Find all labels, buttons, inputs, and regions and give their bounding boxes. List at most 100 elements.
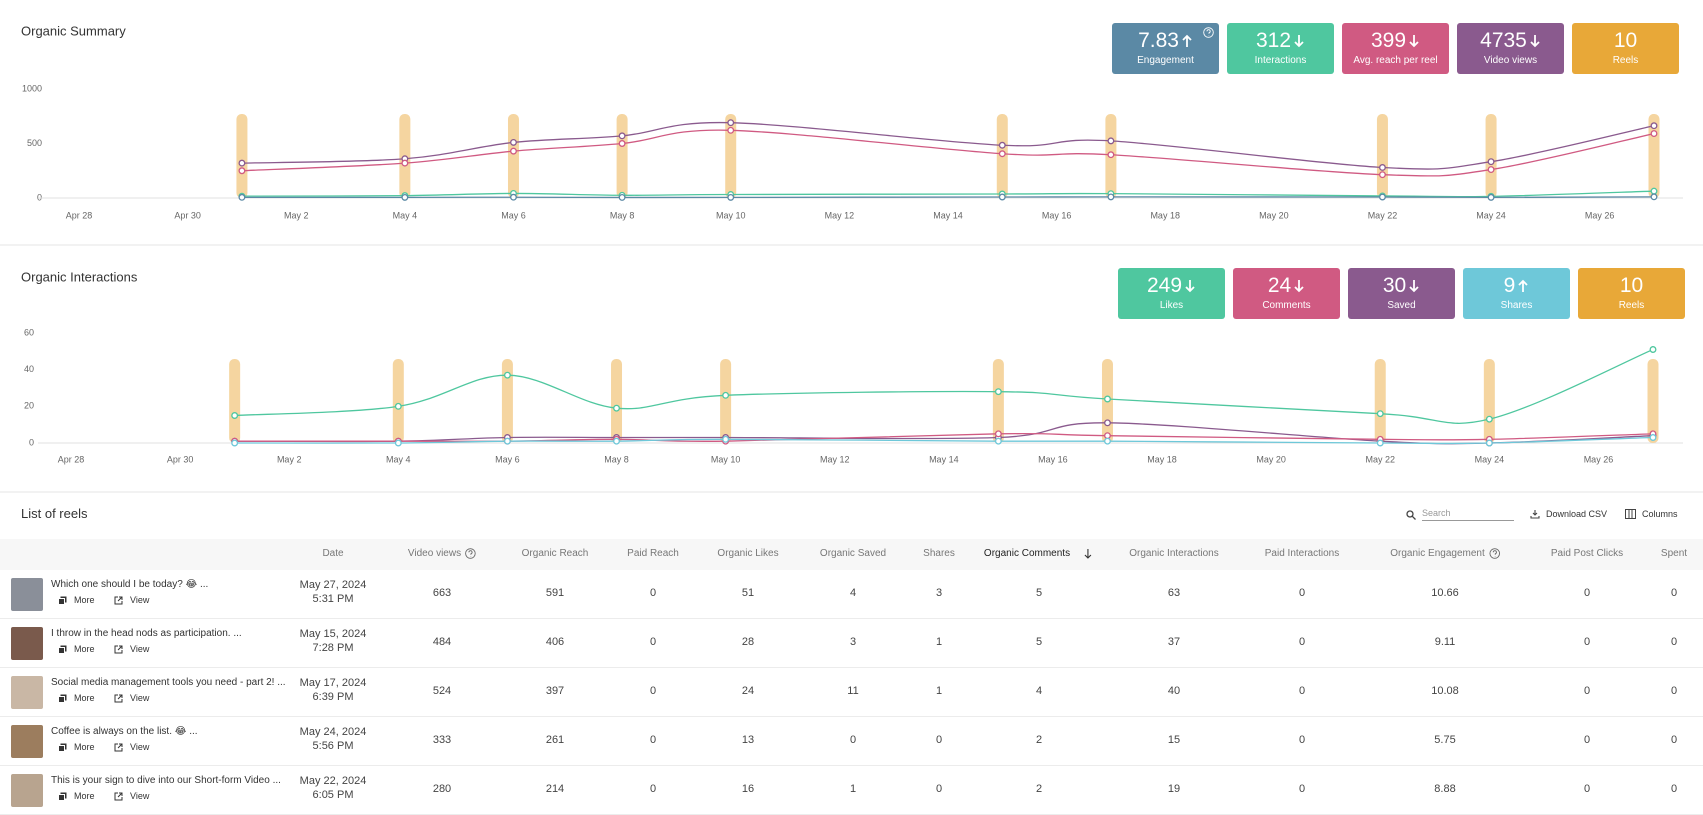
- help-icon[interactable]: [465, 548, 476, 559]
- date-cell: May 27, 2024 5:31 PM: [300, 578, 367, 606]
- download-icon: [1530, 510, 1540, 519]
- kpi-card[interactable]: 9 Shares: [1463, 268, 1570, 319]
- column-header[interactable]: Video views: [408, 548, 476, 559]
- column-label: Date: [322, 548, 344, 559]
- kpi-card[interactable]: 30 Saved: [1348, 268, 1455, 319]
- search-placeholder: Search: [1422, 508, 1514, 521]
- column-header[interactable]: Date: [322, 548, 343, 559]
- trend-arrow: [1294, 35, 1304, 48]
- data-point: [503, 371, 511, 379]
- search-box[interactable]: Search: [1406, 508, 1514, 521]
- column-header[interactable]: Shares: [923, 548, 955, 559]
- reel-title[interactable]: I throw in the head nods as participatio…: [51, 628, 242, 639]
- data-point: [1107, 151, 1115, 159]
- data-point: [1487, 193, 1495, 201]
- reel-marker: [1485, 114, 1497, 198]
- table-cell: 0: [1298, 783, 1306, 795]
- reel-action[interactable]: View: [114, 693, 149, 703]
- action-icon: [58, 792, 67, 801]
- help-icon[interactable]: [1203, 27, 1214, 38]
- time: 5:31 PM: [312, 593, 354, 605]
- reel-action[interactable]: More: [58, 742, 95, 752]
- reel-action[interactable]: View: [114, 644, 149, 654]
- help-icon[interactable]: [1489, 548, 1500, 559]
- column-header[interactable]: Paid Interactions: [1265, 548, 1340, 559]
- reel-title[interactable]: This is your sign to dive into our Short…: [51, 775, 281, 786]
- kpi-card[interactable]: 312 Interactions: [1227, 23, 1334, 74]
- data-point: [998, 141, 1006, 149]
- series-line: [241, 121, 1655, 170]
- x-tick-label: May 22: [1365, 454, 1395, 464]
- column-header[interactable]: Spent: [1661, 548, 1687, 559]
- x-tick-label: May 16: [1042, 210, 1072, 220]
- kpi-label: Reels: [1618, 300, 1645, 311]
- series-line: [241, 196, 1655, 199]
- help-mark: [1492, 550, 1497, 557]
- reel-action[interactable]: More: [58, 693, 95, 703]
- reel-title[interactable]: Social media management tools you need -…: [51, 677, 286, 688]
- column-header[interactable]: Organic Comments: [984, 548, 1094, 559]
- data-point: [238, 167, 246, 175]
- time: 5:56 PM: [312, 740, 354, 752]
- reel-marker: [616, 114, 628, 198]
- data-point: [613, 404, 620, 412]
- reel-title[interactable]: Coffee is always on the list. 😂 ...: [51, 726, 198, 737]
- column-header[interactable]: Organic Likes: [717, 548, 778, 559]
- arrow-shape: [1182, 34, 1192, 47]
- reel-marker: [236, 114, 248, 198]
- table-cell: 1: [849, 783, 857, 795]
- kpi-card[interactable]: 10 Reels: [1578, 268, 1685, 319]
- x-tick-label: May 18: [1150, 210, 1180, 220]
- column-header[interactable]: Paid Post Clicks: [1551, 548, 1623, 559]
- reel-action[interactable]: View: [114, 791, 149, 801]
- table-cell: 0: [1670, 685, 1678, 697]
- kpi-card[interactable]: 7.83 Engagement: [1112, 23, 1219, 74]
- columns-button[interactable]: Columns: [1625, 509, 1678, 519]
- kpi-card[interactable]: 249 Likes: [1118, 268, 1225, 319]
- kpi-card[interactable]: 10 Reels: [1572, 23, 1679, 74]
- help-mark: [1206, 29, 1211, 36]
- download-button[interactable]: Download CSV: [1530, 509, 1607, 519]
- kpi-card[interactable]: 399 Avg. reach per reel: [1342, 23, 1449, 74]
- data-point: [722, 391, 730, 399]
- data-point: [231, 412, 239, 419]
- reel-action[interactable]: More: [58, 791, 95, 801]
- icon-shape: [114, 792, 123, 800]
- column-header[interactable]: Organic Interactions: [1129, 548, 1219, 559]
- kpi-card[interactable]: 4735 Video views: [1457, 23, 1564, 74]
- sort-arrow[interactable]: [1074, 548, 1094, 559]
- kpi-card[interactable]: 24 Comments: [1233, 268, 1340, 319]
- data-point: [1650, 187, 1658, 195]
- reel-action[interactable]: View: [114, 595, 149, 605]
- y-tick-label: 0: [29, 437, 34, 447]
- date-cell: May 17, 2024 6:39 PM: [300, 676, 367, 704]
- data-point: [1104, 437, 1111, 445]
- table-cell: 0: [1583, 734, 1591, 746]
- series-line: [241, 190, 1655, 198]
- table-header-bg: [0, 539, 1703, 570]
- action-label: More: [74, 644, 95, 654]
- columns-label: Columns: [1642, 509, 1678, 519]
- date: May 27, 2024: [299, 579, 367, 591]
- kpi-label: Video views: [1483, 55, 1538, 66]
- y-tick-label: 60: [24, 327, 34, 337]
- y-tick-label: 500: [27, 138, 42, 148]
- data-point: [1650, 122, 1658, 130]
- column-header[interactable]: Organic Reach: [522, 548, 589, 559]
- reel-title[interactable]: Which one should I be today? 😂 ...: [51, 579, 209, 590]
- reel-marker: [1483, 359, 1495, 443]
- reel-action[interactable]: View: [114, 742, 149, 752]
- kpi-label: Reels: [1612, 55, 1639, 66]
- column-header[interactable]: Organic Saved: [820, 548, 886, 559]
- column-header[interactable]: Paid Reach: [627, 548, 679, 559]
- reel-action[interactable]: More: [58, 644, 95, 654]
- kpi-value: 4735: [1480, 29, 1527, 52]
- y-tick-label: 20: [24, 401, 34, 411]
- table-cell: 261: [545, 734, 565, 746]
- reel-action[interactable]: More: [58, 595, 95, 605]
- column-header[interactable]: Organic Engagement: [1390, 548, 1500, 559]
- table-cell: 0: [649, 587, 657, 599]
- x-tick-label: May 8: [604, 454, 629, 464]
- column-label: Organic Reach: [521, 548, 589, 559]
